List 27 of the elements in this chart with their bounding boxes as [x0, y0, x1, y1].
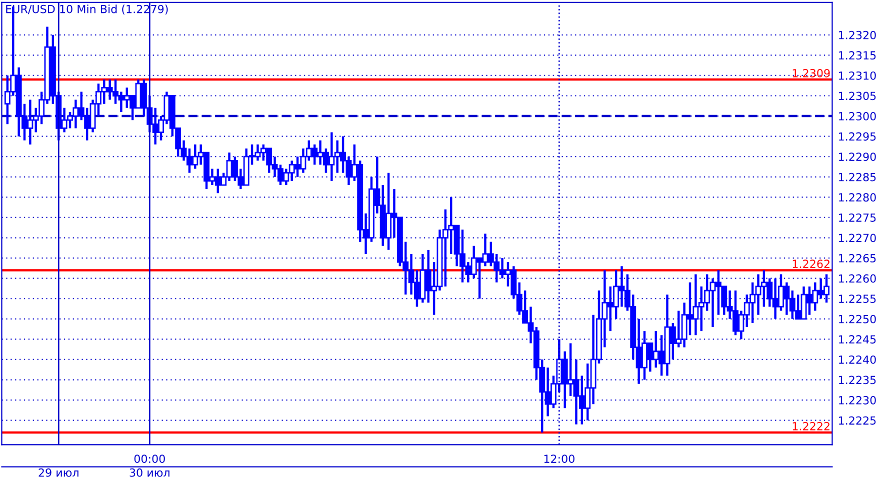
y-tick-label: 1.2305: [838, 92, 876, 100]
y-tick-label: 1.2270: [838, 234, 876, 242]
y-tick-label: 1.2240: [838, 355, 876, 364]
y-tick-label: 1.2315: [838, 51, 876, 60]
y-tick-label: 1.2265: [838, 254, 876, 262]
y-tick-label: 1.2235: [838, 376, 876, 384]
ref-line-label: 1.2309: [792, 68, 830, 78]
x2-tick-label: 30 июл: [130, 468, 170, 477]
y-tick-label: 1.2280: [838, 193, 876, 202]
y-tick-label: 1.2310: [838, 71, 876, 80]
y-tick-label: 1.2320: [838, 30, 876, 40]
ref-line-label: 1.2262: [792, 260, 830, 268]
y-tick-label: 1.2275: [838, 213, 876, 222]
y-tick-label: 1.2225: [838, 416, 876, 425]
x-tick-label: 12:00: [544, 454, 574, 464]
y-tick-label: 1.2245: [838, 335, 876, 344]
x-tick-label: 00:00: [134, 454, 165, 464]
ref-line-label: 1.2222: [792, 422, 830, 430]
x2-tick-label: 29 июл: [38, 468, 78, 477]
y-tick-label: 1.2295: [838, 132, 876, 141]
y-tick-label: 1.2260: [838, 274, 876, 283]
y-tick-label: 1.2285: [838, 172, 876, 182]
y-tick-label: 1.2290: [838, 152, 876, 161]
y-tick-label: 1.2230: [838, 396, 876, 404]
y-tick-label: 1.2300: [838, 112, 876, 120]
y-tick-label: 1.2250: [838, 314, 876, 324]
y-tick-label: 1.2255: [838, 294, 876, 303]
